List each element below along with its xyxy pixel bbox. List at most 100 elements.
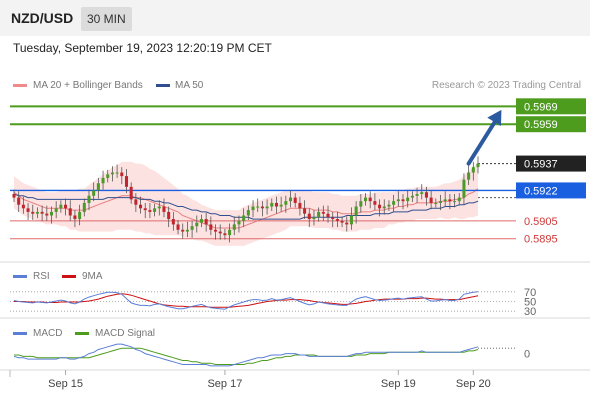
- candle-body: [237, 220, 241, 225]
- candle-body: [92, 190, 96, 196]
- candle-body: [467, 172, 471, 180]
- candle-body: [26, 208, 30, 212]
- candle-body: [96, 183, 100, 191]
- rsi-ma-line: [14, 293, 479, 308]
- macd-legend-label: MACD: [33, 328, 63, 339]
- candle-body: [293, 197, 297, 203]
- candle-body: [246, 210, 250, 216]
- macd-legend-swatch: [13, 332, 27, 335]
- resistance-label-box-1: [516, 116, 586, 133]
- candle-body: [148, 210, 152, 212]
- candle-body: [471, 167, 475, 173]
- candle-body: [321, 211, 325, 214]
- candle-body: [298, 202, 302, 209]
- candle-body: [120, 172, 124, 177]
- candle-body: [420, 192, 424, 194]
- candle-body: [462, 179, 466, 198]
- x-tick-label-0: Sep 15: [48, 378, 83, 390]
- ma20-line: [13, 188, 479, 229]
- candle-body: [124, 176, 129, 187]
- candle-body: [410, 195, 414, 198]
- candle-body: [45, 213, 49, 216]
- candle-body: [199, 219, 203, 223]
- resistance-label-0: 0.5969: [524, 101, 558, 113]
- candle-body: [242, 215, 246, 221]
- currency-pair: NZD/USD: [11, 10, 74, 26]
- candle-body: [181, 229, 185, 232]
- candle-body: [274, 202, 278, 207]
- candle-body: [49, 211, 54, 216]
- candle-body: [331, 217, 335, 220]
- candle-body: [31, 211, 35, 214]
- ma50-legend-swatch: [156, 84, 170, 87]
- panel-dividers: [0, 261, 590, 377]
- candle-body: [443, 199, 447, 202]
- candle-body: [354, 206, 358, 216]
- candle-body: [345, 222, 349, 225]
- copyright: Research © 2023 Trading Central: [431, 80, 581, 91]
- rsi-tick-label-0: 70: [524, 287, 536, 299]
- candle-body: [453, 201, 457, 203]
- candle-body: [392, 201, 396, 205]
- candle-body: [59, 204, 63, 209]
- support-label-5: 0.5895: [524, 234, 558, 246]
- macd-panel: 0: [13, 343, 530, 367]
- candle-body: [349, 215, 353, 225]
- rsi-legend-label: RSI: [33, 271, 50, 282]
- timeframe-button[interactable]: 30 MIN: [81, 7, 132, 31]
- candle-body: [171, 219, 175, 225]
- candle-body: [326, 213, 330, 218]
- candlesticks: [12, 156, 480, 243]
- candle-body: [12, 194, 16, 198]
- macd-signal-legend-swatch: [75, 332, 89, 335]
- candle-body: [307, 213, 311, 220]
- candle-body: [106, 174, 110, 178]
- pivot-label: 0.5922: [524, 185, 558, 197]
- candle-body: [401, 199, 405, 202]
- candle-body: [368, 197, 372, 202]
- x-axis: Sep 15 Sep 17 Sep 19 Sep 20: [48, 370, 491, 390]
- candle-body: [115, 172, 119, 174]
- candle-body: [340, 220, 344, 223]
- ma20-legend-swatch: [13, 84, 27, 87]
- rsi-line: [13, 291, 479, 310]
- candle-body: [218, 231, 222, 234]
- candle-body: [139, 204, 143, 209]
- rsi-legend-swatch: [13, 275, 27, 278]
- candle-body: [457, 197, 461, 202]
- candle-body: [335, 219, 339, 221]
- candle-body: [406, 197, 410, 202]
- resistance-label-box-0: [516, 98, 586, 115]
- candle-body: [317, 211, 321, 218]
- candle-body: [363, 197, 368, 202]
- projection-arrow-head: [487, 109, 502, 127]
- rsi-tick-label-2: 30: [524, 306, 536, 318]
- candle-body: [40, 211, 44, 214]
- candle-body: [78, 211, 82, 220]
- support-label-4: 0.5905: [524, 216, 558, 228]
- resistance-label-1: 0.5959: [524, 119, 558, 131]
- projection-arrow-shaft: [466, 118, 498, 166]
- candle-body: [17, 197, 21, 205]
- candle-body: [265, 206, 269, 209]
- candle-body: [110, 172, 114, 175]
- candle-body: [312, 217, 316, 220]
- x-tick-label-1: Sep 17: [207, 378, 242, 390]
- candle-body: [429, 197, 433, 203]
- candle-body: [303, 208, 307, 214]
- candle-body: [448, 199, 452, 202]
- candle-body: [260, 206, 264, 209]
- candle-body: [195, 222, 199, 227]
- ma50-line: [13, 193, 479, 220]
- candle-body: [232, 224, 236, 230]
- candle-body: [289, 197, 293, 202]
- candle-body: [153, 208, 157, 212]
- candle-body: [214, 229, 218, 232]
- ma50-legend-label: MA 50: [175, 80, 204, 91]
- candle-body: [87, 195, 91, 203]
- candle-body: [35, 211, 39, 214]
- candle-body: [129, 186, 133, 200]
- rsi-ma-legend-swatch: [62, 275, 76, 278]
